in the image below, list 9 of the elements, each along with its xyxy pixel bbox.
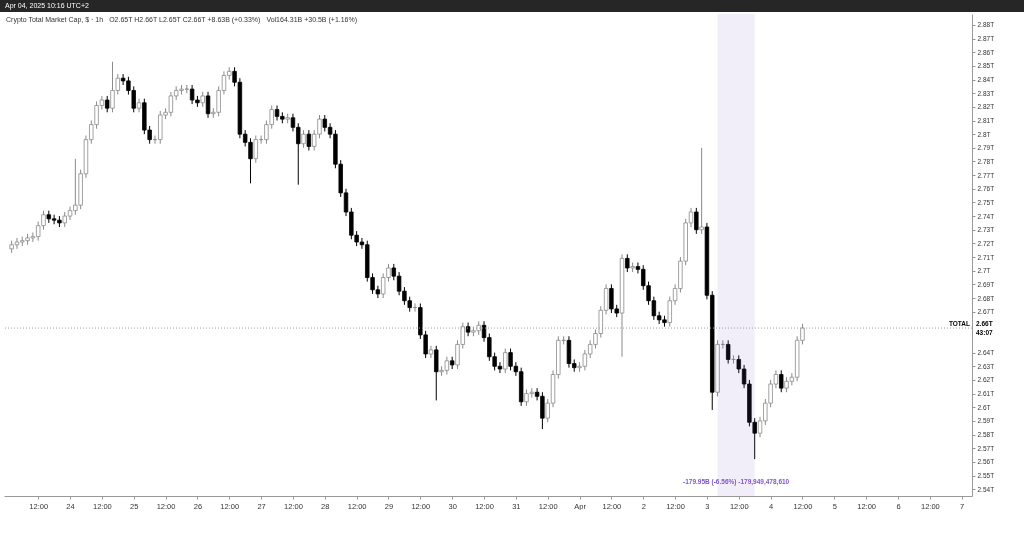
candlestick	[428, 345, 434, 359]
candlestick	[779, 369, 784, 393]
candlestick	[434, 345, 439, 401]
candlestick	[306, 129, 312, 152]
candlestick	[503, 348, 508, 374]
candlestick	[205, 91, 211, 119]
candlestick	[699, 147, 704, 235]
candlestick	[694, 207, 699, 235]
candlestick	[725, 339, 731, 365]
